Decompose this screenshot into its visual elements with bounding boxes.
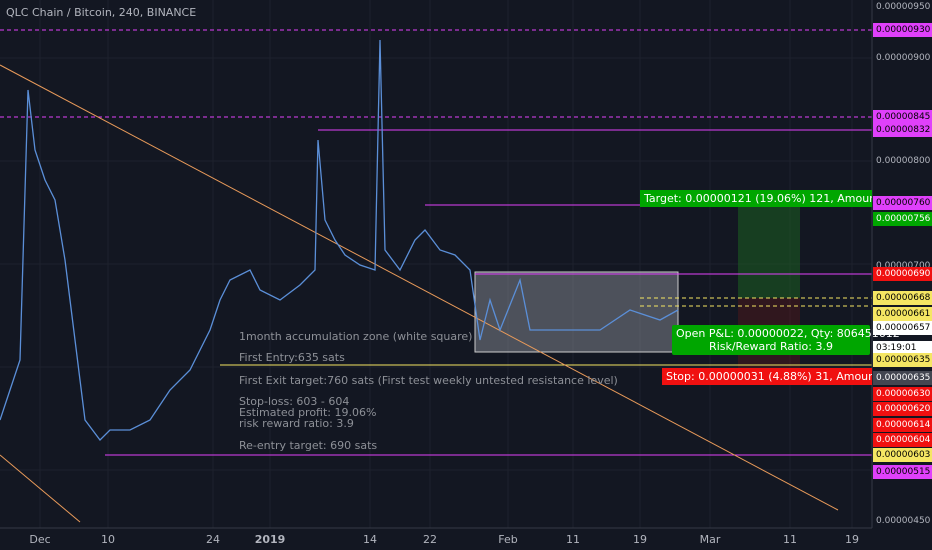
date-label: 10 xyxy=(101,533,115,546)
date-label: 22 xyxy=(423,533,437,546)
date-label: 14 xyxy=(363,533,377,546)
price-label-highlight: 0.00000657 xyxy=(873,321,932,335)
price-label-highlight: 0.00000668 xyxy=(873,291,932,305)
target-zone xyxy=(738,203,800,298)
price-label-highlight: 0.00000930 xyxy=(873,23,932,37)
price-label-highlight: 0.00000756 xyxy=(873,212,932,226)
price-label-highlight: 0.00000630 xyxy=(873,387,932,401)
annotation: Re-entry target: 690 sats xyxy=(239,439,378,452)
annotation: 1month accumulation zone (white square) xyxy=(239,330,473,343)
price-label-highlight: 0.00000760 xyxy=(873,196,932,210)
date-label: 2019 xyxy=(254,533,286,546)
price-label-highlight: 0.00000635 xyxy=(873,353,932,367)
pnl-box: Open P&L: 0.00000022, Qty: 806451612 Ris… xyxy=(672,325,900,355)
price-label-highlight: 0.00000604 xyxy=(873,433,932,447)
pnl-text: Open P&L: 0.00000022, Qty: 806451612 xyxy=(676,327,900,340)
price-label-highlight: 0.00000845 xyxy=(873,110,932,124)
date-label: 19 xyxy=(633,533,647,546)
date-label: 19 xyxy=(845,533,859,546)
annotation: Estimated profit: 19.06% xyxy=(239,406,377,419)
price-label-highlight: 0.00000661 xyxy=(873,307,932,321)
symbol-title: QLC Chain / Bitcoin, 240, BINANCE xyxy=(6,6,197,19)
price-trace xyxy=(0,39,679,441)
date-label: 11 xyxy=(566,533,580,546)
price-label-highlight: 0.00000635 xyxy=(873,371,932,385)
price-label-highlight: 0.00000832 xyxy=(873,123,932,137)
price-label-highlight: 03:19:01 xyxy=(873,341,932,355)
price-label-highlight: 0.00000614 xyxy=(873,418,932,432)
grid xyxy=(0,0,872,528)
price-label: 0.00000900 xyxy=(876,53,931,63)
stop-label: Stop: 0.00000031 (4.88%) 31, Amount: 750 xyxy=(662,368,872,385)
price-label: 0.00000450 xyxy=(876,516,931,526)
target-label: Target: 0.00000121 (19.06%) 121, Amount:… xyxy=(640,190,872,207)
annotation: First Entry:635 sats xyxy=(239,351,345,364)
price-label-highlight: 0.00000515 xyxy=(873,465,932,479)
annotation: risk reward ratio: 3.9 xyxy=(239,417,354,430)
accumulation-box xyxy=(474,271,679,353)
date-label: Mar xyxy=(699,533,721,546)
price-label: 0.00000950 xyxy=(876,2,931,12)
price-label-highlight: 0.00000603 xyxy=(873,448,932,462)
price-label-highlight: 0.00000690 xyxy=(873,267,932,281)
date-label: Dec xyxy=(29,533,51,546)
price-label-highlight: 0.00000620 xyxy=(873,402,932,416)
rr-text: Risk/Reward Ratio: 3.9 xyxy=(709,340,833,353)
date-label: 11 xyxy=(783,533,797,546)
date-label: 24 xyxy=(206,533,220,546)
price-label: 0.00000700 xyxy=(876,261,931,271)
annotation: First Exit target:760 sats (First test w… xyxy=(239,374,618,387)
date-label: Feb xyxy=(498,533,518,546)
price-label: 0.00000800 xyxy=(876,156,931,166)
annotation: Stop-loss: 603 - 604 xyxy=(239,395,350,408)
levels xyxy=(0,29,872,523)
